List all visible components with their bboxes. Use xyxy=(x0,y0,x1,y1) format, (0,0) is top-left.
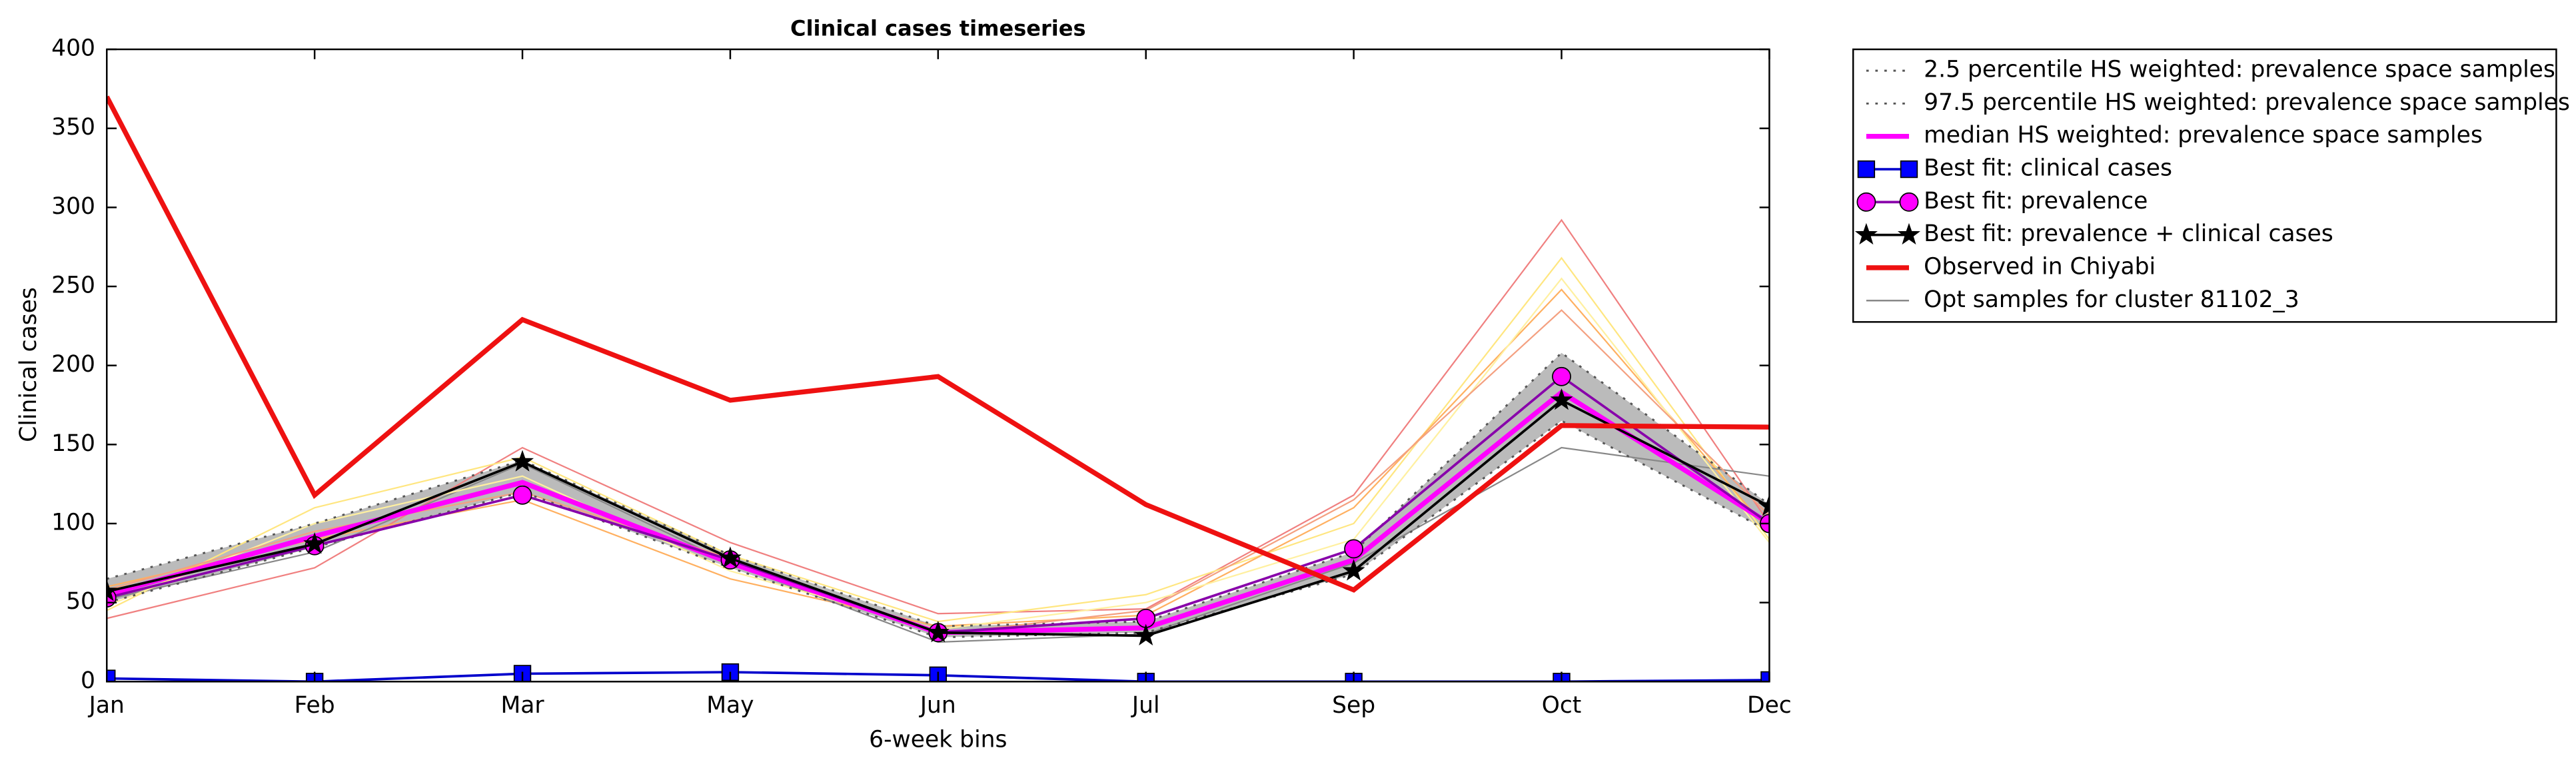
marker xyxy=(1899,192,1919,212)
marker xyxy=(1856,192,1876,212)
legend-frame xyxy=(1852,48,2557,323)
sample-line xyxy=(107,277,1770,631)
x-tick-label: Sep xyxy=(1332,692,1375,719)
legend-label: 97.5 percentile HS weighted: prevalence … xyxy=(1924,89,2570,116)
plot xyxy=(107,95,1770,682)
x-tick-label: Oct xyxy=(1542,692,1582,719)
y-tick-label: 400 xyxy=(51,35,95,62)
marker xyxy=(1900,160,1918,179)
x-tick-label: Jul xyxy=(1131,692,1160,719)
marker xyxy=(107,579,119,601)
legend-label: Observed in Chiyabi xyxy=(1924,253,2156,280)
marker xyxy=(1552,366,1571,386)
sample-line xyxy=(107,309,1770,635)
legend-label: median HS weighted: prevalence space sam… xyxy=(1924,122,2483,149)
y-axis-label: Clinical cases xyxy=(15,287,42,442)
y-tick-label: 50 xyxy=(66,588,95,615)
x-axis-label: 6-week bins xyxy=(869,727,1007,753)
y-tick-label: 200 xyxy=(51,351,95,378)
y-tick-label: 150 xyxy=(51,430,95,457)
plot-frame xyxy=(106,48,1770,683)
marker xyxy=(1760,671,1770,682)
legend-label: Best fit: prevalence + clinical cases xyxy=(1924,220,2333,247)
marker xyxy=(1134,623,1157,645)
marker xyxy=(1758,494,1770,516)
x-tick-label: May xyxy=(706,692,754,719)
y-tick-label: 0 xyxy=(81,667,95,694)
marker xyxy=(926,620,950,643)
legend-label: Opt samples for cluster 81102_3 xyxy=(1924,286,2299,313)
y-tick-label: 100 xyxy=(51,509,95,536)
series-line xyxy=(107,351,1770,627)
x-tick-label: Dec xyxy=(1747,692,1792,719)
chart-title: Clinical cases timeseries xyxy=(790,15,1086,41)
x-tick-label: Feb xyxy=(295,692,335,719)
x-tick-label: Jan xyxy=(88,692,125,719)
x-tick-label: Mar xyxy=(501,692,545,719)
percentile-band xyxy=(107,352,1770,637)
marker xyxy=(1550,388,1573,410)
y-tick-label: 350 xyxy=(51,114,95,141)
legend-label: Best fit: clinical cases xyxy=(1924,155,2172,182)
marker xyxy=(303,532,326,554)
y-tick-label: 300 xyxy=(51,193,95,220)
x-tick-label: Jun xyxy=(919,692,956,719)
marker xyxy=(718,546,742,568)
marker xyxy=(1344,539,1364,559)
marker xyxy=(1857,160,1876,179)
marker xyxy=(511,450,534,472)
marker xyxy=(1342,559,1365,581)
marker xyxy=(1854,222,1878,245)
marker xyxy=(107,669,116,682)
legend-label: Best fit: prevalence xyxy=(1924,188,2148,214)
series-line xyxy=(107,95,1770,593)
marker xyxy=(512,485,532,505)
y-tick-label: 250 xyxy=(51,272,95,299)
marker xyxy=(1897,222,1921,245)
legend-label: 2.5 percentile HS weighted: prevalence s… xyxy=(1924,57,2555,83)
